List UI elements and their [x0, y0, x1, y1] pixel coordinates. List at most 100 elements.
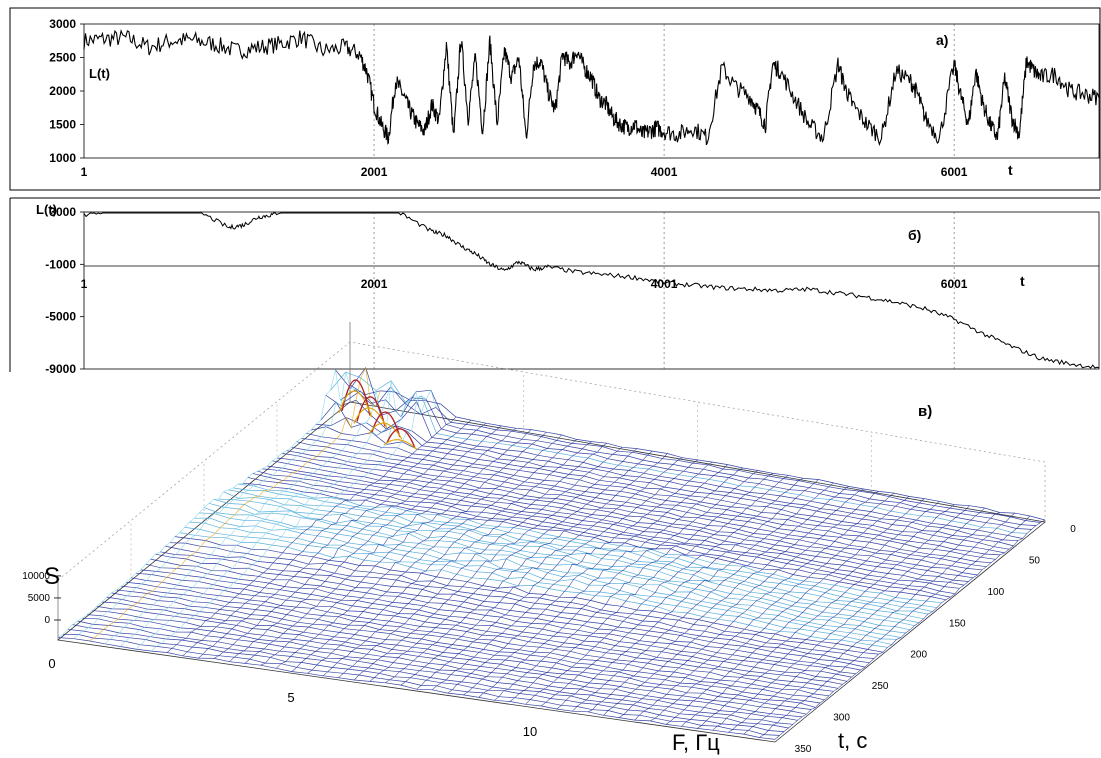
z-tick-label: 10000 — [22, 571, 50, 582]
mesh-line — [330, 371, 1028, 534]
t-tick-label: 150 — [949, 618, 966, 629]
panel-a-y-ticks: 1000 1500 2000 2500 3000 — [49, 17, 84, 165]
mesh-line — [307, 441, 592, 674]
floor-outline — [57, 401, 1046, 743]
panel-b-label: б) — [908, 227, 921, 243]
x-tick-label: 6001 — [941, 165, 968, 179]
t-tick-label: 50 — [1029, 555, 1041, 566]
panel-b-series-line — [83, 212, 1100, 369]
peak — [386, 428, 416, 448]
panel-c-ylabel: t, c — [838, 728, 867, 753]
y-tick-label: -9000 — [45, 362, 76, 376]
mesh-line — [447, 464, 728, 694]
mesh-line — [135, 391, 426, 650]
panel-b-x-ticks: 1 2001 4001 6001 — [81, 277, 968, 291]
mesh-line — [244, 429, 532, 664]
mesh-line — [267, 465, 969, 582]
peak — [338, 390, 373, 418]
y-tick-label: 3000 — [49, 17, 76, 31]
mesh-line — [665, 501, 940, 725]
z-tick-label: 5000 — [28, 593, 51, 604]
mesh-line — [618, 492, 895, 718]
mesh-line — [82, 617, 798, 721]
y-tick-label: 2000 — [49, 84, 76, 98]
panel-b-ylabel: L(t) — [36, 202, 57, 217]
mesh-line — [400, 457, 683, 686]
mesh-line — [728, 512, 1000, 733]
panel-b-xlabel: t — [1020, 273, 1025, 289]
y-tick-label: 1500 — [49, 118, 76, 132]
panel-b-chart: 3000-1000-5000-9000 1 2001 4001 6001 L(t) t… — [9, 197, 1100, 376]
mesh-line — [509, 475, 789, 702]
x-tick-label: 2001 — [361, 165, 388, 179]
x-tick-label: 6001 — [941, 277, 968, 291]
mesh-line — [151, 389, 441, 652]
x-tick-label: 4001 — [651, 165, 678, 179]
mesh-line — [213, 425, 502, 659]
x-tick-label: 1 — [81, 165, 88, 179]
panel-c-f-ticks: 051015 — [48, 656, 537, 739]
mesh-line — [174, 536, 884, 653]
panel-c-xlabel: F, Гц — [672, 730, 720, 755]
mesh-line — [57, 369, 351, 638]
panel-c-label: в) — [918, 403, 932, 420]
mesh-line — [525, 478, 804, 705]
mesh-line — [743, 512, 1015, 735]
mesh-line — [291, 439, 577, 672]
mesh-line — [416, 459, 698, 690]
mesh-line — [556, 482, 834, 710]
mesh-line — [603, 491, 879, 716]
f-tick-label: 5 — [287, 690, 294, 705]
mesh-line — [759, 515, 1031, 738]
peak — [371, 411, 401, 438]
mesh-line — [104, 386, 396, 645]
panel-c-surface-mesh — [57, 366, 1046, 740]
t-tick-label: 350 — [795, 744, 812, 755]
mesh-line — [572, 486, 849, 712]
z-tick-label: 0 — [44, 615, 50, 626]
mesh-line — [344, 386, 1041, 523]
t-tick-label: 300 — [833, 713, 850, 724]
x-tick-label: 2001 — [361, 277, 388, 291]
panel-a-series-line — [83, 29, 1100, 147]
panel-c-zlabel: S — [44, 563, 60, 590]
panel-c-z-ticks: 0 5000 10000 — [22, 571, 61, 626]
mesh-line — [385, 453, 668, 684]
mesh-line — [260, 431, 547, 666]
mesh-line — [587, 488, 864, 713]
mesh-line — [431, 461, 713, 691]
panel-a-x-ticks: 1 2001 4001 6001 — [81, 165, 968, 179]
mesh-line — [184, 527, 893, 645]
mesh-line — [774, 519, 1046, 740]
mesh-line — [322, 442, 607, 677]
mesh-line — [353, 448, 638, 681]
mesh-line — [223, 491, 929, 615]
mesh-line — [338, 447, 623, 678]
f-tick-label: 0 — [48, 656, 55, 671]
t-tick-label: 0 — [1070, 524, 1076, 535]
y-tick-label: -1000 — [45, 257, 76, 271]
mesh-line — [494, 473, 774, 701]
t-tick-label: 250 — [872, 681, 889, 692]
mesh-line — [182, 419, 472, 657]
mesh-line — [696, 505, 970, 729]
y-tick-label: 1000 — [49, 151, 76, 165]
mesh-line — [166, 416, 457, 653]
mesh-line — [681, 504, 955, 727]
mesh-line — [712, 507, 985, 731]
mesh-line — [650, 498, 925, 722]
t-tick-label: 100 — [988, 587, 1005, 598]
mesh-line — [120, 380, 411, 647]
panel-a-ylabel: L(t) — [89, 66, 110, 81]
mesh-line — [634, 496, 910, 721]
peak — [383, 439, 418, 450]
panel-b-plot-area — [83, 211, 1100, 370]
peak — [368, 422, 403, 440]
mesh-line — [89, 366, 381, 642]
panel-c-box-gridlines — [57, 322, 1046, 743]
panel-c-t-ticks: 0 50 100 150 200 250 300 350 — [795, 524, 1077, 755]
y-tick-label: 2500 — [49, 51, 76, 65]
y-tick-label: -5000 — [45, 310, 76, 324]
